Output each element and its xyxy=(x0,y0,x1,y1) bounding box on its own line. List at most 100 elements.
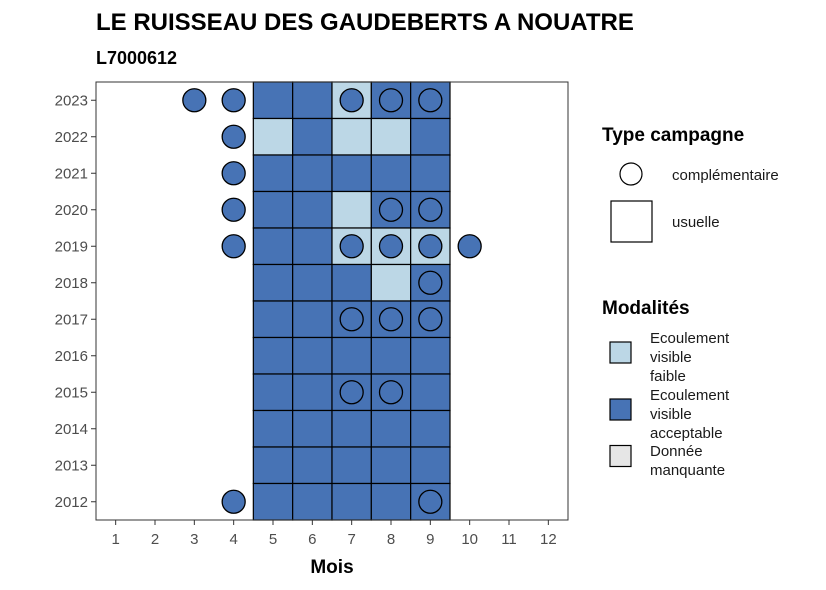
cell-2021-5 xyxy=(252,154,294,193)
cell-2016-8 xyxy=(370,336,412,375)
cell-2020-6 xyxy=(292,190,333,229)
cell-2021-7 xyxy=(331,154,372,193)
x-axis-title: Mois xyxy=(310,557,353,578)
cell-2019-5 xyxy=(252,227,294,266)
cell-2014-6 xyxy=(292,409,333,448)
cell-2016-9 xyxy=(410,336,451,375)
y-tick-label: 2013 xyxy=(55,457,88,474)
legend-type-title: Type campagne xyxy=(602,125,744,146)
cell-2022-8 xyxy=(370,117,412,156)
legend-label-faible: visible xyxy=(650,349,692,366)
cell-2015-9 xyxy=(410,373,451,412)
cell-2015-6 xyxy=(292,373,333,412)
chart-subtitle: L7000612 xyxy=(96,48,177,68)
y-tick-label: 2015 xyxy=(55,384,88,401)
point-2022-4 xyxy=(221,124,246,149)
cell-2020-7 xyxy=(331,190,372,229)
cell-2012-6 xyxy=(292,482,333,521)
y-tick-label: 2020 xyxy=(55,202,88,219)
cell-2015-5 xyxy=(252,373,294,412)
legend-label-acceptable: visible xyxy=(650,406,692,423)
cell-2016-6 xyxy=(292,336,333,375)
cell-2018-8 xyxy=(370,263,412,302)
point-2012-9 xyxy=(418,489,443,514)
legend-modalite-entries: Ecoulement visible faible Ecoulement visible… xyxy=(609,330,730,479)
point-2019-8 xyxy=(378,234,404,259)
y-tick-label: 2012 xyxy=(55,494,88,511)
cell-2017-6 xyxy=(292,300,333,339)
point-2023-3 xyxy=(182,88,207,113)
point-2012-4 xyxy=(221,489,246,514)
x-tick-label: 4 xyxy=(229,531,237,548)
x-tick-label: 11 xyxy=(501,531,517,548)
legend-type-complementaire: complémentaire xyxy=(672,167,779,184)
cell-2018-7 xyxy=(331,263,372,302)
cell-2012-8 xyxy=(370,482,412,521)
point-2017-7 xyxy=(339,307,364,332)
point-2023-8 xyxy=(378,88,404,113)
x-tick-label: 5 xyxy=(269,531,277,548)
point-2017-9 xyxy=(418,307,443,332)
cell-2012-5 xyxy=(252,482,294,521)
point-2020-4 xyxy=(221,197,246,222)
legend-swatch-faible xyxy=(609,341,632,364)
x-tick-label: 7 xyxy=(347,531,355,548)
legend-label-faible: faible xyxy=(650,368,686,385)
legend-label-manquante: manquante xyxy=(650,462,725,479)
cell-2022-7 xyxy=(331,117,372,156)
legend-label-acceptable: Ecoulement xyxy=(650,387,730,404)
point-2019-9 xyxy=(418,234,443,259)
y-tick-label: 2018 xyxy=(55,275,88,292)
cell-2017-5 xyxy=(252,300,294,339)
point-2019-4 xyxy=(221,234,246,259)
y-tick-label: 2017 xyxy=(55,311,88,328)
cell-2014-8 xyxy=(370,409,412,448)
legend-circle-symbol xyxy=(619,162,643,186)
legend-label-manquante: Donnée xyxy=(650,443,703,460)
legend-modalite-title: Modalités xyxy=(602,298,690,319)
legend-swatch-acceptable xyxy=(609,398,632,421)
cell-2021-8 xyxy=(370,154,412,193)
cell-2013-9 xyxy=(410,446,451,485)
cell-2013-7 xyxy=(331,446,372,485)
y-tick-label: 2019 xyxy=(55,238,88,255)
point-2019-7 xyxy=(339,234,364,259)
plot-border xyxy=(95,81,569,521)
cell-2018-5 xyxy=(252,263,294,302)
legend-swatch-manquante xyxy=(609,444,632,468)
x-tick-label: 8 xyxy=(387,531,395,548)
cell-2014-9 xyxy=(410,409,451,448)
x-tick-label: 2 xyxy=(151,531,159,548)
point-2023-9 xyxy=(418,88,443,113)
point-2015-7 xyxy=(339,380,364,405)
x-tick-label: 3 xyxy=(190,531,198,548)
legend-label-faible: Ecoulement xyxy=(650,330,730,347)
cell-2013-6 xyxy=(292,446,333,485)
cell-2013-5 xyxy=(252,446,294,485)
point-2017-8 xyxy=(378,307,404,332)
cell-2022-5 xyxy=(252,117,294,156)
point-2019-10 xyxy=(457,234,482,259)
x-tick-label: 10 xyxy=(461,531,478,548)
point-2020-8 xyxy=(378,197,404,222)
cell-2023-6 xyxy=(292,81,333,120)
point-2018-9 xyxy=(418,270,443,295)
legend-label-acceptable: acceptable xyxy=(650,425,723,442)
complementaire-points xyxy=(182,88,482,514)
cell-2021-9 xyxy=(410,154,451,193)
x-tick-label: 12 xyxy=(540,531,557,548)
x-tick-label: 1 xyxy=(111,531,119,548)
cell-2013-8 xyxy=(370,446,412,485)
cell-2021-6 xyxy=(292,154,333,193)
point-2020-9 xyxy=(418,197,443,222)
cell-2014-5 xyxy=(252,409,294,448)
cell-2019-6 xyxy=(292,227,333,266)
y-tick-label: 2016 xyxy=(55,348,88,365)
legend-type-usuelle: usuelle xyxy=(672,214,720,231)
chart-title: LE RUISSEAU DES GAUDEBERTS A NOUATRE xyxy=(96,9,634,36)
usuelle-cells xyxy=(252,81,451,521)
x-tick-label: 6 xyxy=(308,531,316,548)
cell-2012-7 xyxy=(331,482,372,521)
x-axis: 1 2 3 4 5 6 7 8 9 10 11 12 xyxy=(111,520,557,548)
